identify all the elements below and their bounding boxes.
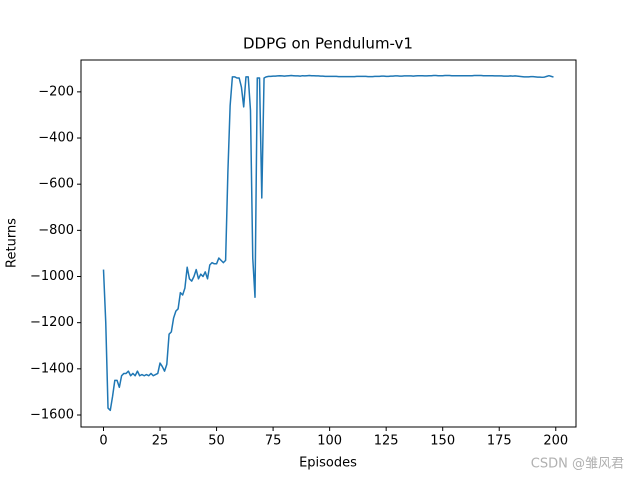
x-tick-label: 25 — [152, 434, 169, 449]
x-tick-label: 100 — [317, 434, 342, 449]
x-tick-label: 0 — [99, 434, 107, 449]
x-tick-label: 75 — [265, 434, 282, 449]
y-tick-label: −200 — [38, 84, 74, 99]
x-tick-label: 175 — [487, 434, 512, 449]
y-tick-label: −1400 — [30, 361, 74, 376]
y-tick-label: −600 — [38, 177, 74, 192]
chart-title: DDPG on Pendulum-v1 — [243, 35, 413, 53]
x-axis-label: Episodes — [299, 456, 357, 471]
y-tick-label: −1000 — [30, 269, 74, 284]
y-tick-label: −1600 — [30, 407, 74, 422]
x-tick-label: 200 — [543, 434, 568, 449]
line-series — [102, 74, 554, 412]
y-tick-label: −400 — [38, 131, 74, 146]
y-tick-label: −1200 — [30, 315, 74, 330]
y-axis-label: Returns — [5, 218, 20, 268]
watermark: CSDN @雏风君 — [531, 456, 624, 472]
y-tick-label: −800 — [38, 223, 74, 238]
x-tick-label: 150 — [430, 434, 455, 449]
x-tick-label: 50 — [208, 434, 225, 449]
axes-frame — [80, 59, 577, 428]
x-tick-label: 125 — [374, 434, 399, 449]
